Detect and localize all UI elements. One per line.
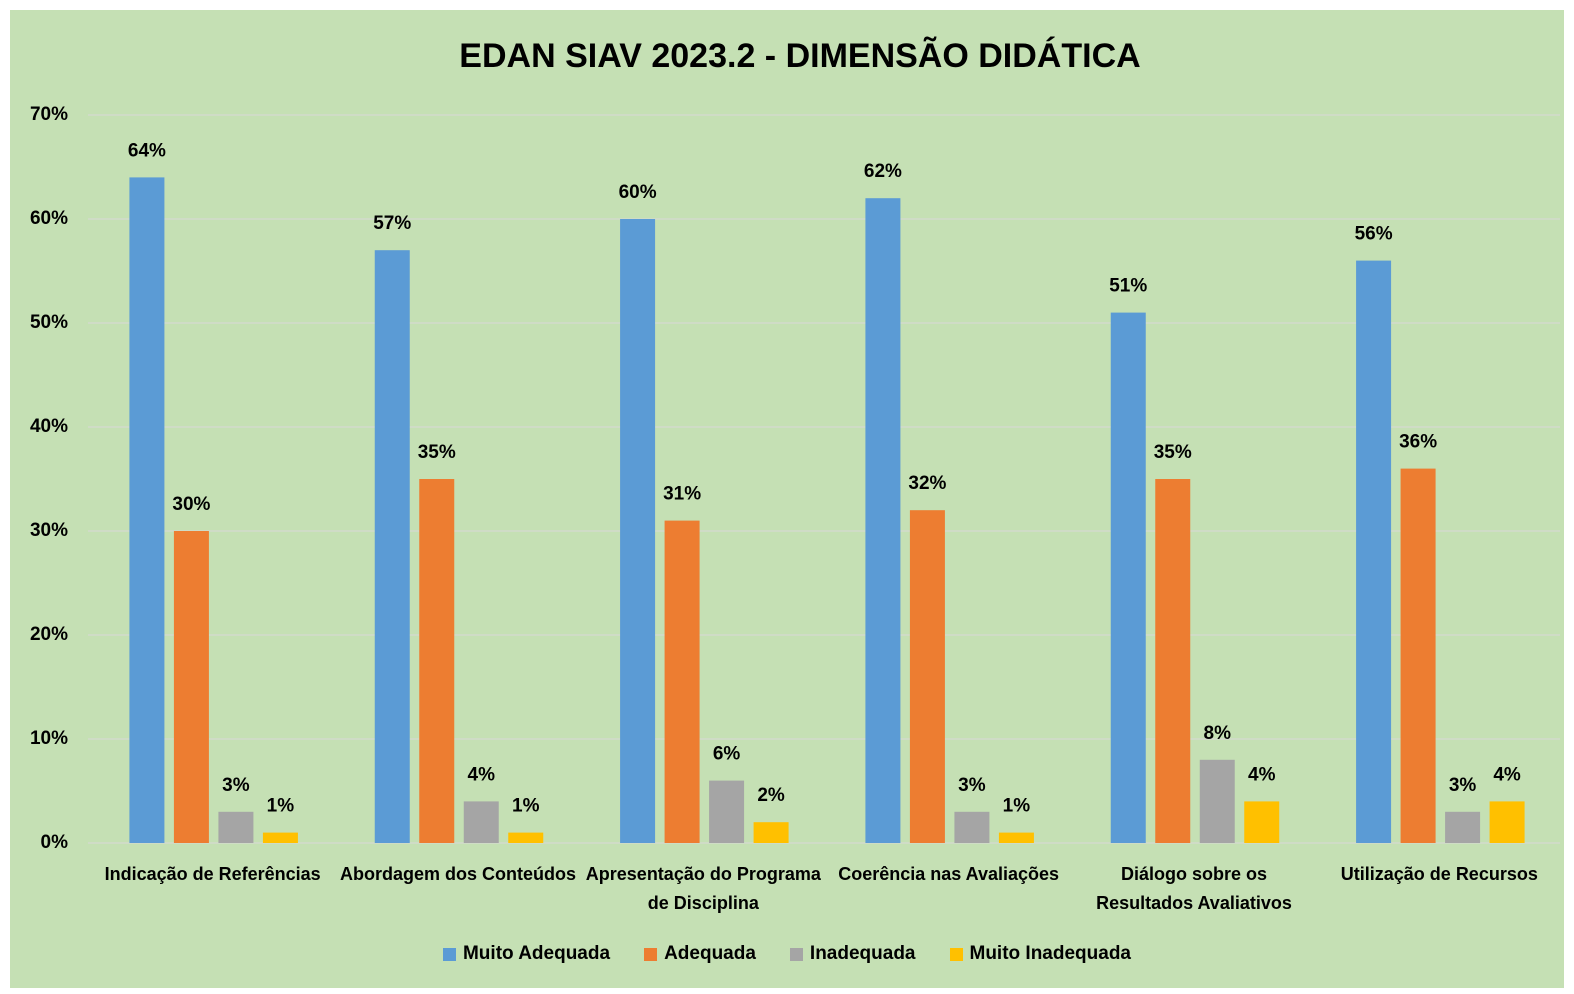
y-tick-label: 0% — [41, 832, 69, 853]
bar — [1199, 759, 1235, 843]
legend-swatch — [949, 947, 963, 961]
legend-label: Muito Adequada — [462, 943, 611, 964]
data-label: 32% — [908, 473, 946, 494]
x-tick-label: Coerência nas Avaliações — [838, 864, 1060, 884]
bar — [753, 822, 789, 843]
bar — [1155, 479, 1191, 843]
bar — [419, 479, 455, 843]
data-label: 1% — [1003, 796, 1031, 817]
legend-item: Muito Adequada — [442, 943, 611, 965]
chart-title: EDAN SIAV 2023.2 - DIMENSÃO DIDÁTICA — [459, 37, 1140, 75]
data-label: 4% — [468, 764, 496, 785]
bar — [954, 811, 990, 843]
bar — [865, 198, 901, 843]
bar — [1445, 811, 1481, 843]
data-label: 4% — [1248, 764, 1276, 785]
data-label: 6% — [713, 744, 741, 765]
bar — [1400, 468, 1436, 843]
y-tick-label: 50% — [30, 312, 68, 333]
legend-label: Inadequada — [809, 943, 916, 964]
legend-item: Inadequada — [789, 943, 916, 965]
data-label: 8% — [1204, 723, 1232, 744]
x-tick-label: Indicação de Referências — [104, 864, 321, 884]
bar — [374, 250, 410, 843]
data-label: 62% — [864, 161, 902, 182]
data-label: 35% — [1154, 442, 1192, 463]
data-label: 3% — [1449, 775, 1477, 796]
data-label: 64% — [128, 140, 166, 161]
bar — [909, 510, 945, 843]
data-label: 3% — [958, 775, 986, 796]
data-label: 2% — [757, 785, 785, 806]
legend-item: Muito Inadequada — [949, 943, 1132, 965]
data-label: 30% — [172, 494, 210, 515]
x-tick-label: Diálogo sobre os Resultados Avaliativos — [1096, 864, 1292, 913]
bar — [620, 219, 656, 843]
y-tick-label: 60% — [30, 208, 68, 229]
bar — [998, 832, 1034, 843]
data-label: 51% — [1109, 276, 1147, 297]
x-tick-label: Apresentação do Programa de Disciplina — [585, 864, 821, 913]
data-label: 36% — [1399, 432, 1437, 453]
x-tick-label: Utilização de Recursos — [1340, 864, 1538, 884]
bar — [463, 801, 499, 843]
data-label: 3% — [222, 775, 250, 796]
legend-swatch — [644, 947, 658, 961]
data-label: 60% — [619, 182, 657, 203]
bar — [1244, 801, 1280, 843]
data-label: 1% — [267, 796, 295, 817]
data-label: 35% — [418, 442, 456, 463]
bar — [1489, 801, 1525, 843]
legend-item: Adequada — [644, 943, 756, 965]
y-tick-label: 30% — [30, 520, 68, 541]
legend-swatch — [789, 947, 803, 961]
legend-swatch — [442, 947, 456, 961]
legend-label: Muito Inadequada — [969, 943, 1132, 964]
data-label: 4% — [1493, 764, 1521, 785]
y-tick-label: 20% — [30, 624, 68, 645]
bar — [129, 177, 165, 843]
bar — [218, 811, 254, 843]
bar — [1110, 312, 1146, 844]
data-label: 1% — [512, 796, 540, 817]
bar — [709, 780, 745, 843]
bar — [664, 520, 700, 843]
bar — [1356, 260, 1392, 844]
data-label: 56% — [1355, 224, 1393, 245]
bar — [508, 832, 544, 843]
bar — [173, 531, 209, 843]
data-label: 57% — [373, 213, 411, 234]
legend: Muito Adequada Adequada Inadequada Muito In… — [0, 943, 1574, 965]
y-tick-label: 40% — [30, 416, 68, 437]
bar — [262, 832, 298, 843]
data-label: 31% — [663, 484, 701, 505]
legend-label: Adequada — [664, 943, 756, 964]
y-tick-label: 10% — [30, 728, 68, 749]
x-tick-label: Abordagem dos Conteúdos — [339, 864, 576, 884]
y-tick-label: 70% — [30, 104, 68, 125]
